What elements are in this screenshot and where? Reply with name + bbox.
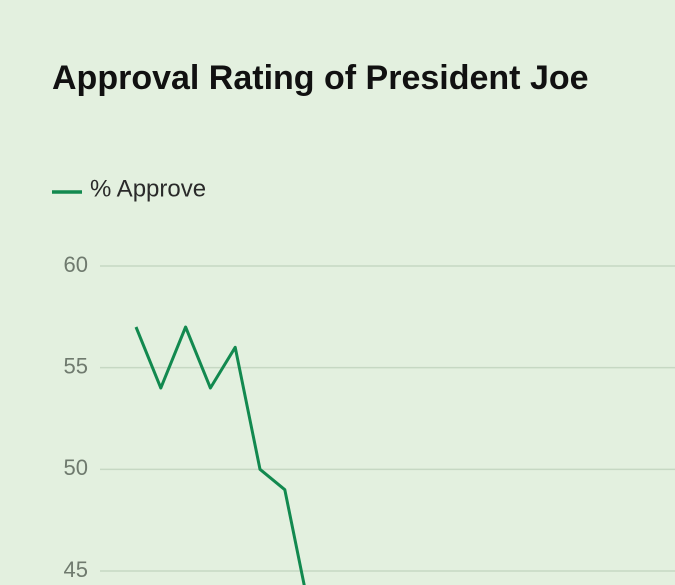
chart-title: Approval Rating of President Joe [52,59,589,97]
legend-label: % Approve [90,175,206,202]
y-tick-label: 55 [64,353,88,378]
y-tick-label: 60 [64,252,88,277]
y-tick-label: 45 [64,557,88,582]
data-line [134,325,306,585]
y-tick-label: 50 [64,455,88,480]
